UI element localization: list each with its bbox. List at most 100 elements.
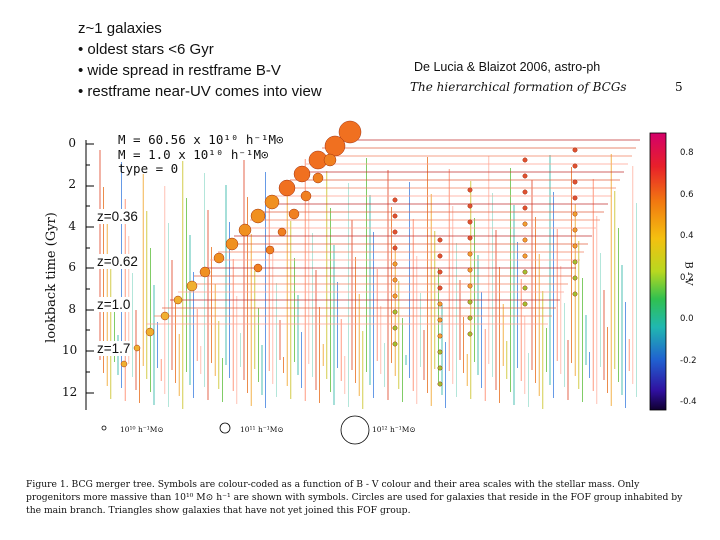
mass-scale-label: 10¹¹ h⁻¹M⊙ <box>240 425 284 434</box>
tree-node <box>437 349 443 355</box>
tree-node <box>253 263 263 273</box>
colorbar-tick: 0.6 <box>680 190 694 200</box>
tree-node <box>437 301 443 307</box>
bullet-item: • restframe near-UV comes into view <box>78 83 322 100</box>
mass-scale-label: 10¹⁰ h⁻¹M⊙ <box>120 425 164 434</box>
tree-node <box>238 223 252 237</box>
y-tick-label: 0 <box>68 136 76 150</box>
tree-node <box>572 291 578 297</box>
figure-caption: Figure 1. BCG merger tree. Symbols are c… <box>26 479 683 516</box>
y-axis-label: lookback time (Gyr) <box>43 212 59 343</box>
bullet-item: • wide spread in restframe B-V <box>78 62 281 79</box>
tree-node <box>572 163 578 169</box>
tree-node <box>278 179 296 197</box>
colorbar-tick: -0.4 <box>680 397 697 407</box>
tree-node <box>392 229 398 235</box>
tree-node <box>572 147 578 153</box>
tree-node <box>392 245 398 251</box>
tree-node <box>324 135 346 157</box>
tree-node <box>392 213 398 219</box>
colorbar-label: B - V <box>682 261 694 286</box>
y-tick-label: 2 <box>68 177 76 191</box>
tree-node <box>467 315 473 321</box>
tree-node <box>133 344 141 352</box>
tree-node <box>392 309 398 315</box>
tree-node <box>522 285 528 291</box>
slide-bullets: z~1 galaxies • oldest stars <6 Gyr • wid… <box>78 18 322 102</box>
legend-type: type = 0 <box>118 161 179 176</box>
mass-scale-label: 10¹² h⁻¹M⊙ <box>372 425 416 434</box>
tree-node <box>522 157 528 163</box>
tree-node <box>522 301 528 307</box>
tree-node <box>277 227 287 237</box>
tree-node <box>293 165 311 183</box>
tree-node <box>572 275 578 281</box>
legend-mbcg: M = 60.56 x 10¹⁰ h⁻¹M⊙ <box>118 132 284 147</box>
y-tick-label: 6 <box>68 260 76 274</box>
tree-node <box>572 195 578 201</box>
tree-node <box>522 269 528 275</box>
tree-node <box>338 120 362 144</box>
tree-node <box>467 299 473 305</box>
redshift-label: z=1.0 <box>96 297 132 312</box>
tree-node <box>522 189 528 195</box>
tree-node <box>467 267 473 273</box>
y-tick-label: 4 <box>68 219 76 233</box>
tree-node <box>145 327 155 337</box>
colorbar-tick: 0.0 <box>680 314 694 324</box>
tree-node <box>467 203 473 209</box>
tree-node <box>572 227 578 233</box>
redshift-label: z=0.62 <box>96 254 139 269</box>
tree-node <box>467 187 473 193</box>
bullet-heading: z~1 galaxies <box>78 20 162 37</box>
bullet-item: • oldest stars <6 Gyr <box>78 41 214 58</box>
tree-node <box>437 381 443 387</box>
colorbar-tick: 0.4 <box>680 231 694 241</box>
tree-node <box>437 317 443 323</box>
tree-node <box>522 237 528 243</box>
tree-node <box>160 311 170 321</box>
tree-node <box>467 283 473 289</box>
tree-node <box>467 331 473 337</box>
tree-node <box>265 245 275 255</box>
tree-node <box>437 237 443 243</box>
tree-node <box>392 325 398 331</box>
tree-node <box>392 261 398 267</box>
paper-page-number: 5 <box>675 80 683 94</box>
redshift-label: z=1.7 <box>96 341 132 356</box>
colorbar-tick: 0.2 <box>680 273 694 283</box>
tree-node <box>392 277 398 283</box>
tree-node <box>300 190 312 202</box>
tree-node <box>199 266 211 278</box>
y-tick-label: 12 <box>62 385 78 399</box>
tree-node <box>522 221 528 227</box>
tree-node <box>173 295 183 305</box>
tree-node <box>120 360 128 368</box>
paper-running-title: The hierarchical formation of BCGs <box>410 80 627 94</box>
tree-node <box>467 219 473 225</box>
tree-node <box>522 205 528 211</box>
tree-node <box>467 251 473 257</box>
tree-node <box>437 365 443 371</box>
tree-node <box>572 259 578 265</box>
tree-node <box>572 211 578 217</box>
tree-node <box>437 333 443 339</box>
tree-node <box>264 194 280 210</box>
colorbar-tick: -0.2 <box>680 356 697 366</box>
tree-node <box>437 285 443 291</box>
legend-mmin: M = 1.0 x 10¹⁰ h⁻¹M⊙ <box>118 146 269 162</box>
tree-node <box>288 208 300 220</box>
tree-node <box>522 253 528 259</box>
tree-node <box>312 172 324 184</box>
tree-node <box>572 179 578 185</box>
tree-node <box>572 243 578 249</box>
tree-node <box>225 237 239 251</box>
tree-node <box>437 253 443 259</box>
tree-node <box>323 153 337 167</box>
y-tick-label: 8 <box>68 302 76 316</box>
tree-node <box>250 208 266 224</box>
colorbar-tick: 0.8 <box>680 148 694 158</box>
tree-node <box>186 280 198 292</box>
tree-node <box>392 197 398 203</box>
